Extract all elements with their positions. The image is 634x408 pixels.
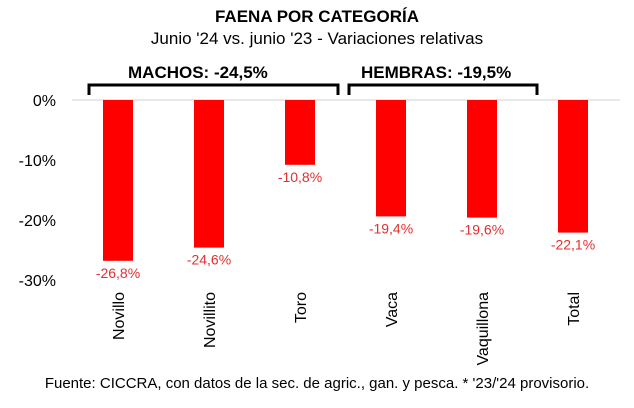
chart-title: FAENA POR CATEGORÍA [214,7,419,26]
data-label: -19,6% [460,222,504,238]
x-tick-label: Novillito [202,292,219,348]
y-tick-label: 0% [33,93,56,110]
bracket-machos [87,83,340,95]
bar-novillito [194,100,224,248]
y-tick-label: -10% [19,153,56,170]
data-label: -19,4% [369,220,413,236]
source-note: Fuente: CICCRA, con datos de la sec. de … [44,375,590,392]
bar-vaca [376,100,406,217]
y-tick-label: -20% [19,213,56,230]
bar-vaquillona [467,100,497,218]
bar-toro [285,100,315,165]
group-label-machos: MACHOS: -24,5% [128,63,268,82]
bar-novillo [103,100,133,261]
x-tick-label: Novillo [111,292,128,340]
bracket-hembras [347,83,539,95]
x-tick-label: Vaquillona [475,292,492,366]
x-tick-label: Toro [293,292,310,323]
chart-subtitle: Junio '24 vs. junio '23 - Variaciones re… [150,29,484,48]
data-label: -26,8% [96,265,140,281]
x-tick-label: Vaca [384,292,401,327]
y-tick-label: -30% [19,273,56,290]
x-tick-label: Total [566,292,583,326]
bar-total [558,100,588,233]
data-label: -24,6% [187,252,231,268]
data-label: -10,8% [278,169,322,185]
data-label: -22,1% [551,237,595,253]
group-label-hembras: HEMBRAS: -19,5% [361,63,512,82]
